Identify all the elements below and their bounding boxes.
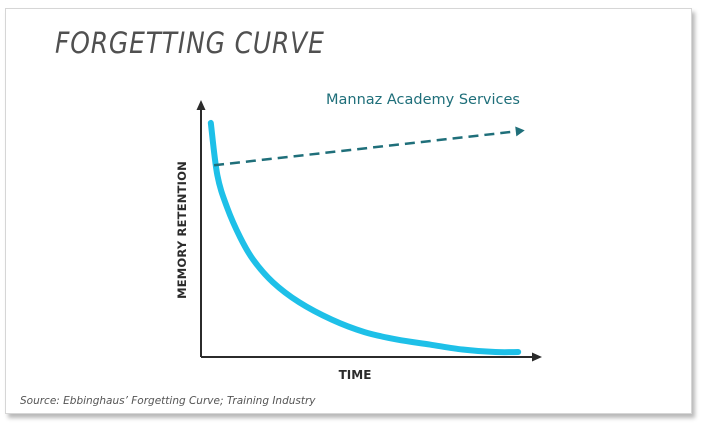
series-layer <box>207 119 525 356</box>
y-axis-arrow <box>196 100 206 110</box>
annotation-label: Mannaz Academy Services <box>326 92 520 108</box>
series-1-arrowhead <box>515 126 525 137</box>
source-caption: Source: Ebbinghaus’ Forgetting Curve; Tr… <box>20 395 316 407</box>
chart-title: FORGETTING CURVE <box>55 26 325 60</box>
series-1-line <box>213 130 516 167</box>
series-0-line <box>207 119 522 356</box>
y-axis-label: MEMORY RETENTION <box>175 161 189 299</box>
chart-frame <box>5 8 692 414</box>
x-axis-label: TIME <box>338 368 372 382</box>
x-axis-arrow <box>532 352 542 362</box>
axes <box>196 100 542 362</box>
